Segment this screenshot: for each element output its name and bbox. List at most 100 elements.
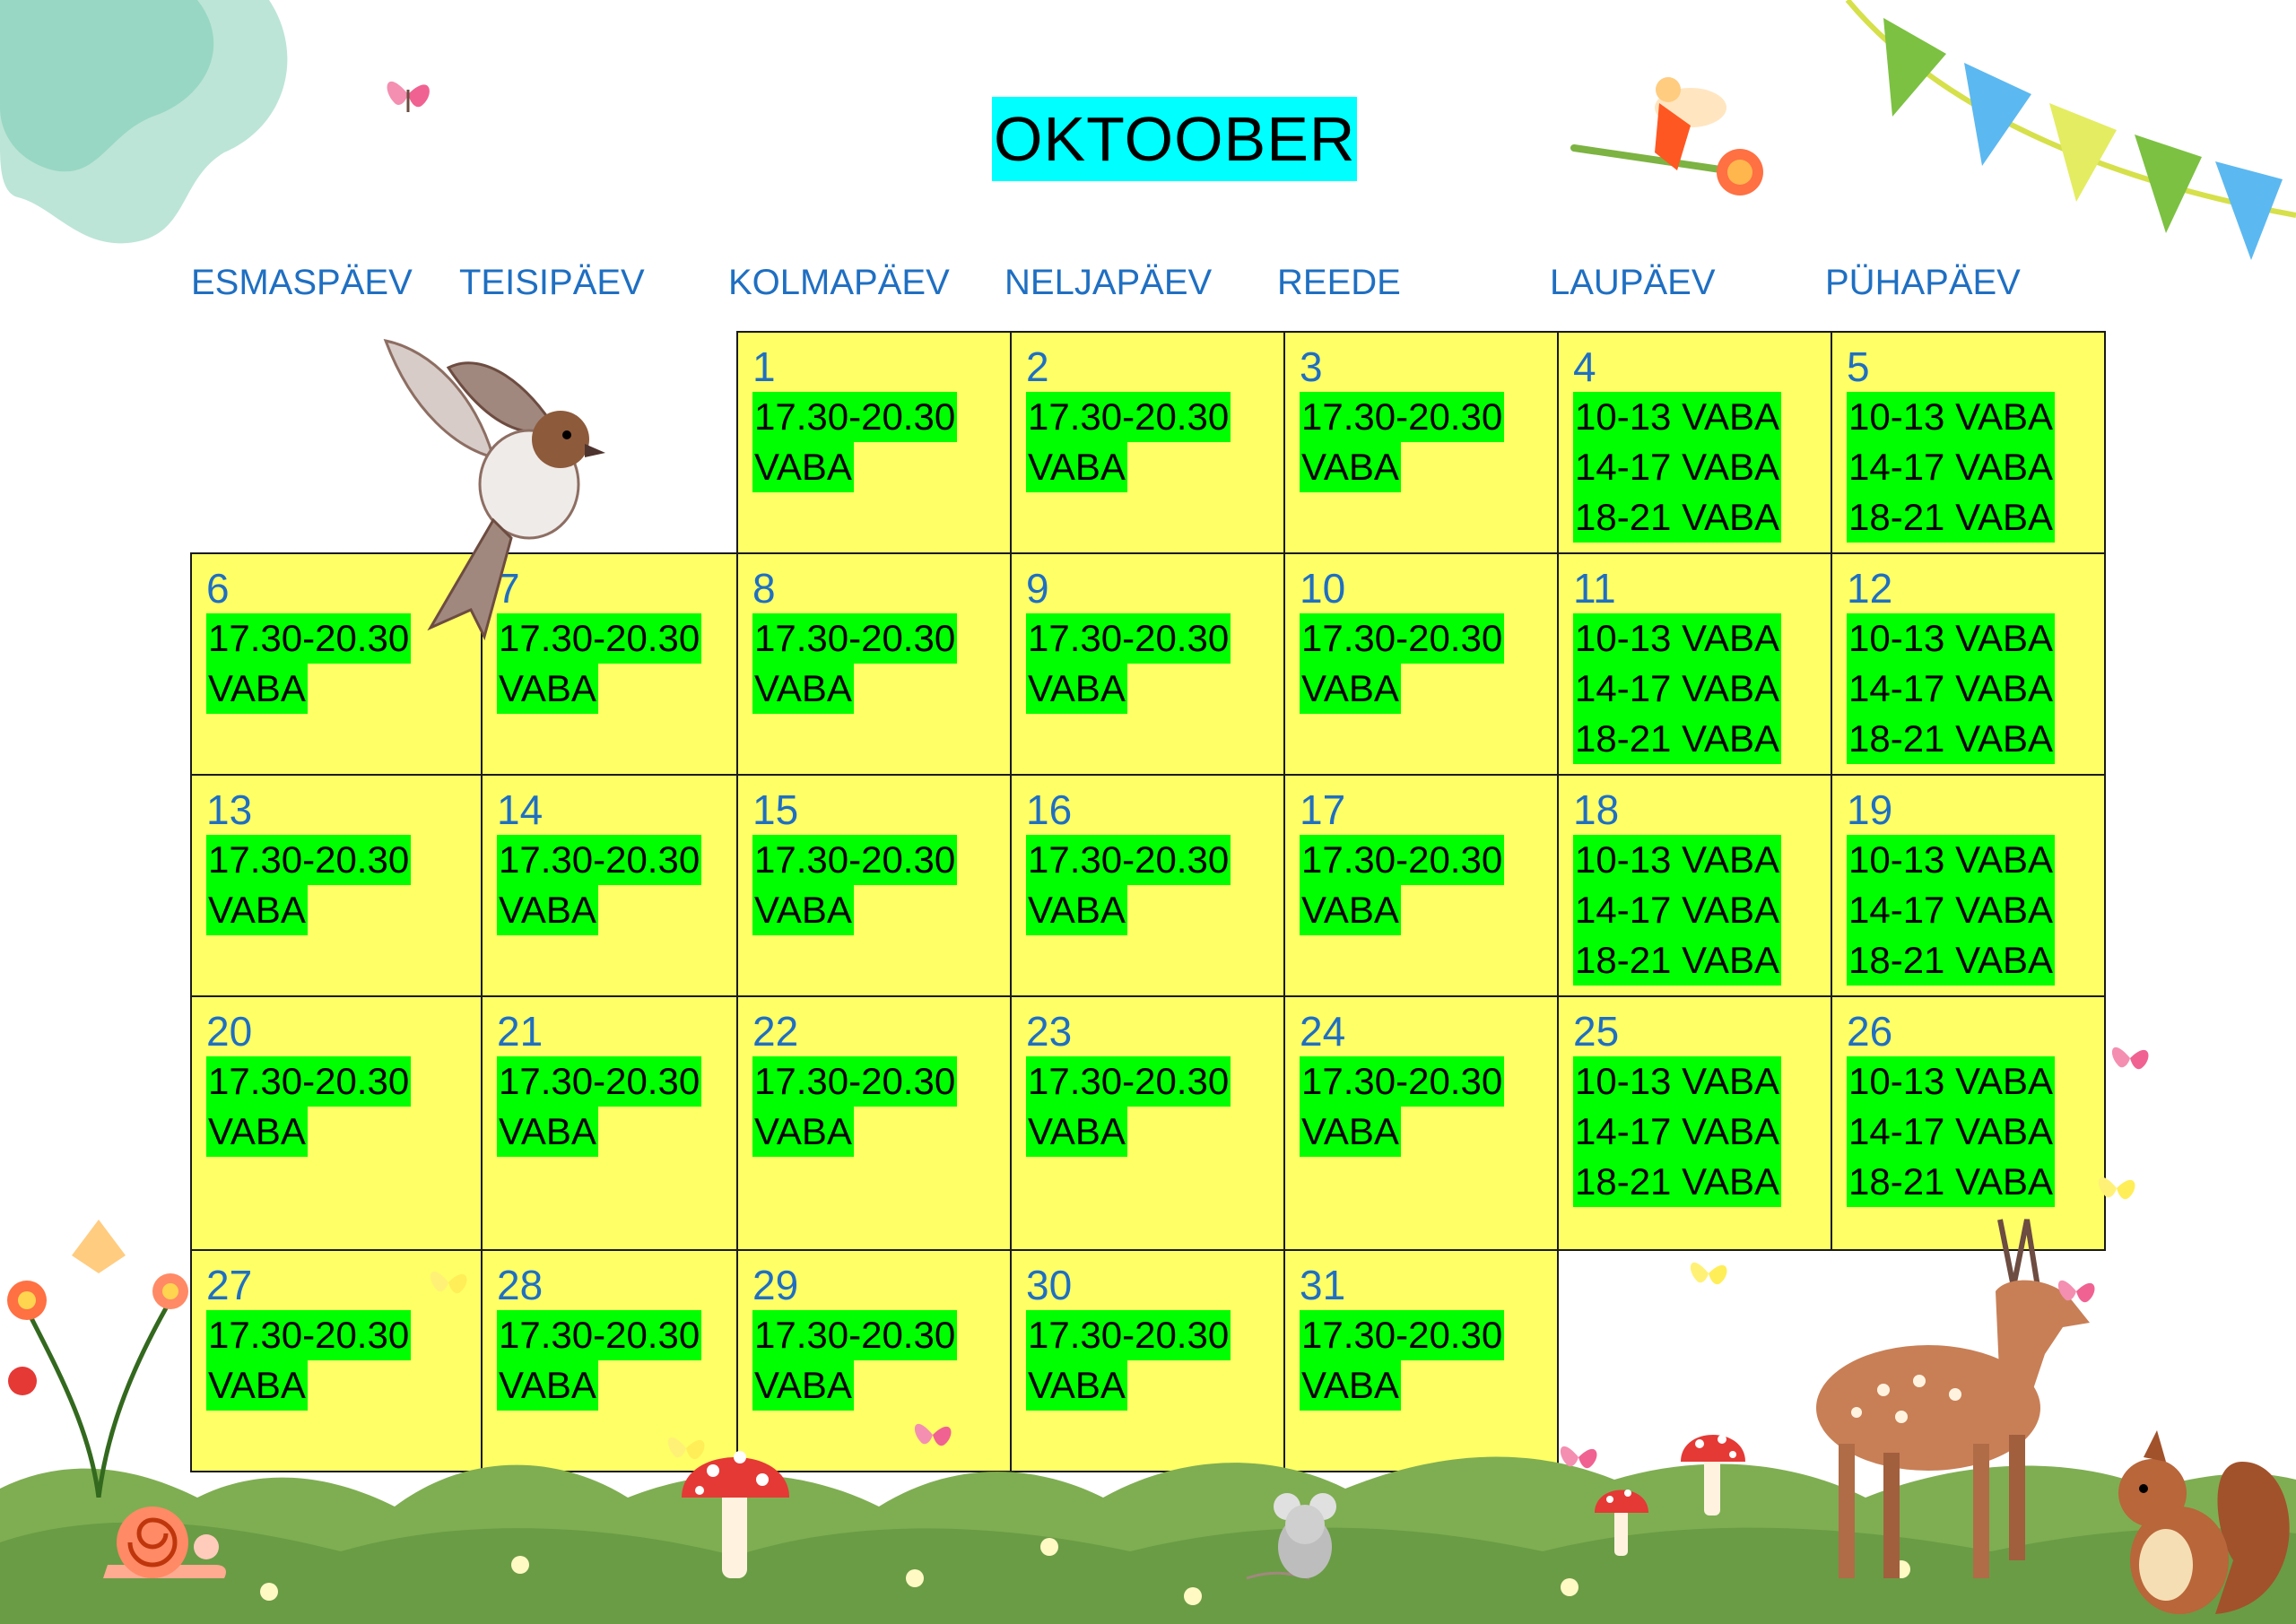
time-slot: VABA: [752, 1107, 854, 1157]
time-slot: VABA: [1026, 664, 1127, 714]
day-number: 11: [1573, 565, 1616, 612]
time-slot: 17.30-20.30: [497, 835, 702, 885]
day-number: 18: [1573, 786, 1620, 833]
time-slot: 18-21 VABA: [1573, 1157, 1782, 1207]
day-slots: 17.30-20.30 VABA: [1026, 1310, 1231, 1411]
calendar-day-cell: 9 17.30-20.30 VABA: [1010, 552, 1285, 776]
time-slot: VABA: [1300, 885, 1401, 935]
calendar-day-cell: 8 17.30-20.30 VABA: [736, 552, 1012, 776]
time-slot: 17.30-20.30: [752, 835, 958, 885]
calendar-day-cell: 17 17.30-20.30 VABA: [1283, 774, 1559, 997]
calendar-day-cell: 1 17.30-20.30 VABA: [736, 331, 1012, 554]
butterfly-icon: [387, 81, 430, 112]
day-slots: 17.30-20.30 VABA: [206, 1310, 412, 1411]
time-slot: 17.30-20.30: [1300, 1310, 1505, 1360]
time-slot: 10-13 VABA: [1847, 613, 2056, 664]
day-number: 19: [1847, 786, 1893, 833]
time-slot: VABA: [497, 885, 598, 935]
day-number: 22: [752, 1008, 799, 1055]
weekday-monday: ESMASPÄEV: [191, 263, 413, 302]
time-slot: 10-13 VABA: [1573, 613, 1782, 664]
day-number: 1: [752, 343, 776, 390]
day-slots: 17.30-20.30 VABA: [1026, 1056, 1231, 1157]
day-slots: 17.30-20.30 VABA: [752, 392, 958, 492]
weekday-saturday: LAUPÄEV: [1550, 263, 1716, 302]
time-slot: 18-21 VABA: [1573, 935, 1782, 986]
calendar-day-cell: 2 17.30-20.30 VABA: [1010, 331, 1285, 554]
calendar-day-cell: 30 17.30-20.30 VABA: [1010, 1249, 1285, 1472]
time-slot: 14-17 VABA: [1573, 1107, 1782, 1157]
bunting-flags: [1845, 0, 2296, 260]
snail-icon: [103, 1507, 226, 1578]
weekday-wednesday: KOLMAPÄEV: [728, 263, 950, 302]
butterfly-icon: [667, 1437, 705, 1460]
time-slot: VABA: [497, 1360, 598, 1411]
calendar-day-cell: 27 17.30-20.30 VABA: [190, 1249, 483, 1472]
calendar-day-cell: 6 17.30-20.30 VABA: [190, 552, 483, 776]
day-number: 8: [752, 565, 776, 612]
day-slots: 10-13 VABA 14-17 VABA 18-21 VABA: [1573, 392, 1782, 543]
time-slot: 17.30-20.30: [752, 1310, 958, 1360]
day-number: 25: [1573, 1008, 1620, 1055]
weekday-sunday: PÜHAPÄEV: [1825, 263, 2021, 302]
time-slot: VABA: [752, 1360, 854, 1411]
mushroom-icon: [682, 1451, 789, 1578]
calendar-day-cell: 14 17.30-20.30 VABA: [481, 774, 738, 997]
time-slot: VABA: [206, 1360, 308, 1411]
fairy-icon: [1570, 77, 1763, 195]
weekday-tuesday: TEISIPÄEV: [459, 263, 645, 302]
day-slots: 17.30-20.30 VABA: [497, 1310, 702, 1411]
time-slot: 17.30-20.30: [206, 613, 412, 664]
day-slots: 17.30-20.30 VABA: [752, 613, 958, 714]
time-slot: VABA: [206, 885, 308, 935]
day-number: 10: [1300, 565, 1346, 612]
day-slots: 17.30-20.30 VABA: [1300, 613, 1505, 714]
time-slot: 18-21 VABA: [1573, 714, 1782, 764]
time-slot: VABA: [1300, 1360, 1401, 1411]
butterfly-icon: [914, 1423, 952, 1446]
calendar-day-cell: 19 10-13 VABA 14-17 VABA 18-21 VABA: [1831, 774, 2106, 997]
time-slot: 17.30-20.30: [206, 1310, 412, 1360]
calendar-day-cell: 12 10-13 VABA 14-17 VABA 18-21 VABA: [1831, 552, 2106, 776]
time-slot: 14-17 VABA: [1847, 885, 2056, 935]
calendar-day-cell: 3 17.30-20.30 VABA: [1283, 331, 1559, 554]
mushroom-icon: [1595, 1489, 1648, 1556]
day-number: 31: [1300, 1262, 1346, 1308]
time-slot: 10-13 VABA: [1573, 1056, 1782, 1107]
day-number: 3: [1300, 343, 1323, 390]
day-number: 2: [1026, 343, 1049, 390]
time-slot: 18-21 VABA: [1847, 714, 2056, 764]
butterfly-icon: [430, 1271, 467, 1294]
calendar-day-cell: 5 10-13 VABA 14-17 VABA 18-21 VABA: [1831, 331, 2106, 554]
day-slots: 10-13 VABA 14-17 VABA 18-21 VABA: [1847, 835, 2056, 986]
time-slot: VABA: [1026, 1107, 1127, 1157]
day-slots: 17.30-20.30 VABA: [1300, 1310, 1505, 1411]
day-slots: 10-13 VABA 14-17 VABA 18-21 VABA: [1573, 613, 1782, 764]
page-title: OKTOOBER: [992, 97, 1358, 181]
day-slots: 17.30-20.30 VABA: [752, 835, 958, 935]
day-number: 20: [206, 1008, 253, 1055]
day-slots: 17.30-20.30 VABA: [752, 1310, 958, 1411]
day-slots: 17.30-20.30 VABA: [1300, 1056, 1505, 1157]
calendar-day-cell: 29 17.30-20.30 VABA: [736, 1249, 1012, 1472]
mushroom-icon: [1681, 1435, 1745, 1515]
day-number: 27: [206, 1262, 253, 1308]
time-slot: 17.30-20.30: [497, 613, 702, 664]
time-slot: 17.30-20.30: [497, 1056, 702, 1107]
calendar-day-cell: 18 10-13 VABA 14-17 VABA 18-21 VABA: [1557, 774, 1832, 997]
weekday-friday: REEDE: [1277, 263, 1401, 302]
time-slot: 10-13 VABA: [1847, 1056, 2056, 1107]
calendar-day-cell: 23 17.30-20.30 VABA: [1010, 995, 1285, 1251]
time-slot: VABA: [497, 664, 598, 714]
time-slot: VABA: [206, 664, 308, 714]
day-slots: 17.30-20.30 VABA: [1300, 392, 1505, 492]
calendar-day-cell: 4 10-13 VABA 14-17 VABA 18-21 VABA: [1557, 331, 1832, 554]
time-slot: 17.30-20.30: [1026, 392, 1231, 442]
time-slot: VABA: [1026, 442, 1127, 492]
time-slot: VABA: [752, 885, 854, 935]
day-slots: 17.30-20.30 VABA: [752, 1056, 958, 1157]
time-slot: 17.30-20.30: [1300, 1056, 1505, 1107]
day-slots: 17.30-20.30 VABA: [1300, 835, 1505, 935]
day-number: 6: [206, 565, 230, 612]
day-slots: 10-13 VABA 14-17 VABA 18-21 VABA: [1573, 1056, 1782, 1207]
